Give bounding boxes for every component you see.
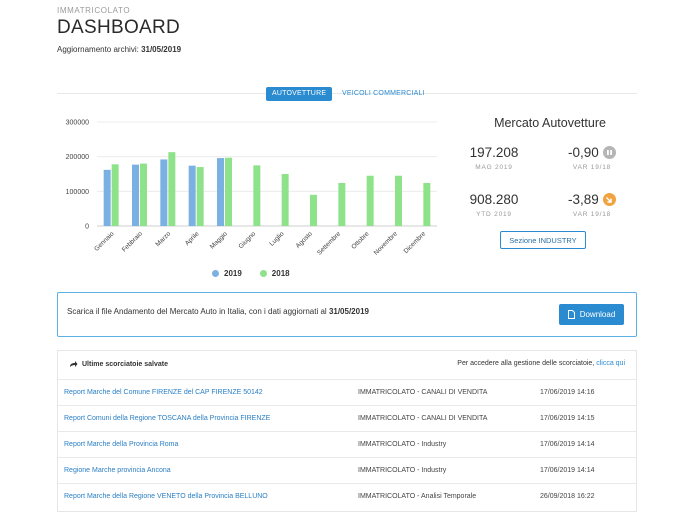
banner-date: 31/05/2019 [328,307,369,316]
shortcuts-manage: Per accedere alla gestione delle scorcia… [383,360,625,367]
x-tick-label: Novembre [373,230,399,256]
shortcut-type: IMMATRICOLATO - Analisi Temporale [358,493,477,500]
y-tick-label: 200000 [66,154,89,161]
bar-2018-giugno[interactable] [253,165,261,226]
shortcuts-title: Ultime scorciatoie salvate [82,360,168,368]
pause-icon [602,146,616,159]
market-title: Mercato Autovetture [494,116,606,130]
bar-2019-febbraio[interactable] [132,164,139,226]
shortcut-date: 17/06/2019 14:15 [540,415,595,422]
shortcut-type: IMMATRICOLATO - CANALI DI VENDITA [358,389,488,396]
archive-update: Aggiornamento archivi: 31/05/2019 [57,45,181,54]
download-banner [57,292,637,337]
bar-2018-novembre[interactable] [395,175,402,226]
x-tick-label: Gennaio [93,230,116,253]
month-label: MAG 2019 [475,164,513,171]
shortcut-date: 17/06/2019 14:14 [540,467,595,474]
x-tick-label: Agosto [295,230,315,250]
download-label: Download [579,310,616,319]
ytd-var-label: VAR 19/18 [572,211,612,218]
table-row[interactable]: Report Marche del Comune FIRENZE del CAP… [57,379,637,406]
bar-2019-gennaio[interactable] [103,169,111,226]
legend-dot-2019 [212,270,219,277]
legend-label-2018: 2018 [271,269,290,278]
shortcuts-manage-text: Per accedere alla gestione delle scorcia… [457,360,595,367]
tab-autovetture[interactable]: AUTOVETTURE [266,87,333,101]
bar-2018-maggio[interactable] [225,157,232,226]
shortcuts-manage-link[interactable]: clicca qui [596,360,625,367]
shortcut-type: IMMATRICOLATO - CANALI DI VENDITA [358,415,488,422]
ytd-value: 908.280 [469,192,519,207]
table-row[interactable]: Report Marche della Regione VENETO della… [57,483,637,510]
banner-message: Scarica il file Andamento del Mercato Au… [67,307,327,316]
shortcut-name[interactable]: Regione Marche provincia Ancona [64,467,171,474]
table-row[interactable]: Report Marche della Provincia Roma IMMAT… [57,431,637,458]
bar-2018-gennaio[interactable] [111,164,119,226]
shortcut-type: IMMATRICOLATO - Industry [358,467,447,474]
x-tick-label: Settembre [316,230,342,256]
x-tick-label: Marzo [155,230,173,248]
y-tick-label: 300000 [66,120,89,127]
arrow-down-right-icon [602,193,616,206]
bar-2018-febbraio[interactable] [140,163,147,226]
month-var-label: VAR 19/18 [572,164,612,171]
shortcut-name[interactable]: Report Marche della Regione VENETO della… [64,493,268,500]
month-variation: -0,90 [568,145,616,160]
page-title: DASHBOARD [57,17,181,38]
bar-2018-agosto[interactable] [310,194,317,226]
legend-label-2019: 2019 [224,269,242,278]
y-tick-label: 100000 [66,189,89,196]
shortcut-date: 17/06/2019 14:14 [540,441,595,448]
x-tick-label: Aprile [184,230,201,247]
bar-2018-ottobre[interactable] [366,175,374,226]
ytd-var-value: -3,89 [568,192,599,207]
shortcut-name[interactable]: Report Marche della Provincia Roma [64,441,179,448]
ytd-variation: -3,89 [568,192,616,207]
download-banner-text: Scarica il file Andamento del Mercato Au… [67,307,369,316]
bar-2019-aprile[interactable] [188,165,196,226]
month-var-value: -0,90 [568,145,599,160]
bar-2019-marzo[interactable] [160,159,168,226]
bar-2018-marzo[interactable] [168,152,176,226]
x-tick-label: Febbraio [121,230,144,253]
x-tick-label: Dicembre [403,230,428,255]
archive-update-label: Aggiornamento archivi: [57,45,139,54]
download-button[interactable]: Download [559,304,624,325]
industry-section-button[interactable]: Sezione INDUSTRY [500,231,586,249]
bar-2018-dicembre[interactable] [423,183,431,226]
x-tick-label: Luglio [268,230,285,247]
shortcut-type: IMMATRICOLATO - Industry [358,441,447,448]
legend-item-2018[interactable]: 2018 [259,269,290,278]
share-arrow-icon [69,360,78,368]
archive-update-date: 31/05/2019 [141,45,182,54]
ytd-label: YTD 2019 [476,211,512,218]
bar-2018-aprile[interactable] [196,167,204,226]
x-tick-label: Maggio [209,230,229,250]
chart-legend: 2019 2018 [212,269,290,278]
monthly-registrations-chart: 0 100000 200000 300000 Gennaio Febbraio Marzo A… [66,120,437,257]
bar-2018-settembre[interactable] [338,183,346,226]
tab-veicoli-commerciali[interactable]: VEICOLI COMMERCIALI [342,90,425,97]
shortcuts-header: Ultime scorciatoie salvate [69,360,168,368]
file-icon [567,310,575,319]
section-label: IMMATRICOLATO [57,6,131,15]
bar-2019-maggio[interactable] [217,158,224,226]
table-row[interactable]: Report Comuni della Regione TOSCANA dell… [57,405,637,432]
table-row[interactable]: Regione Marche provincia Ancona IMMATRIC… [57,457,637,484]
shortcut-name[interactable]: Report Marche del Comune FIRENZE del CAP… [64,389,263,396]
month-value: 197.208 [469,145,519,160]
x-tick-label: Ottobre [350,230,371,251]
legend-dot-2018 [259,270,267,277]
y-tick-label: 0 [85,224,89,231]
shortcut-name[interactable]: Report Comuni della Regione TOSCANA dell… [64,415,271,422]
x-tick-label: Giugno [237,230,257,250]
tab-divider [57,93,637,94]
shortcut-date: 17/06/2019 14:16 [540,389,595,396]
legend-item-2019[interactable]: 2019 [212,269,242,278]
shortcut-date: 26/09/2018 16:22 [540,493,595,500]
bar-2018-luglio[interactable] [281,174,289,226]
